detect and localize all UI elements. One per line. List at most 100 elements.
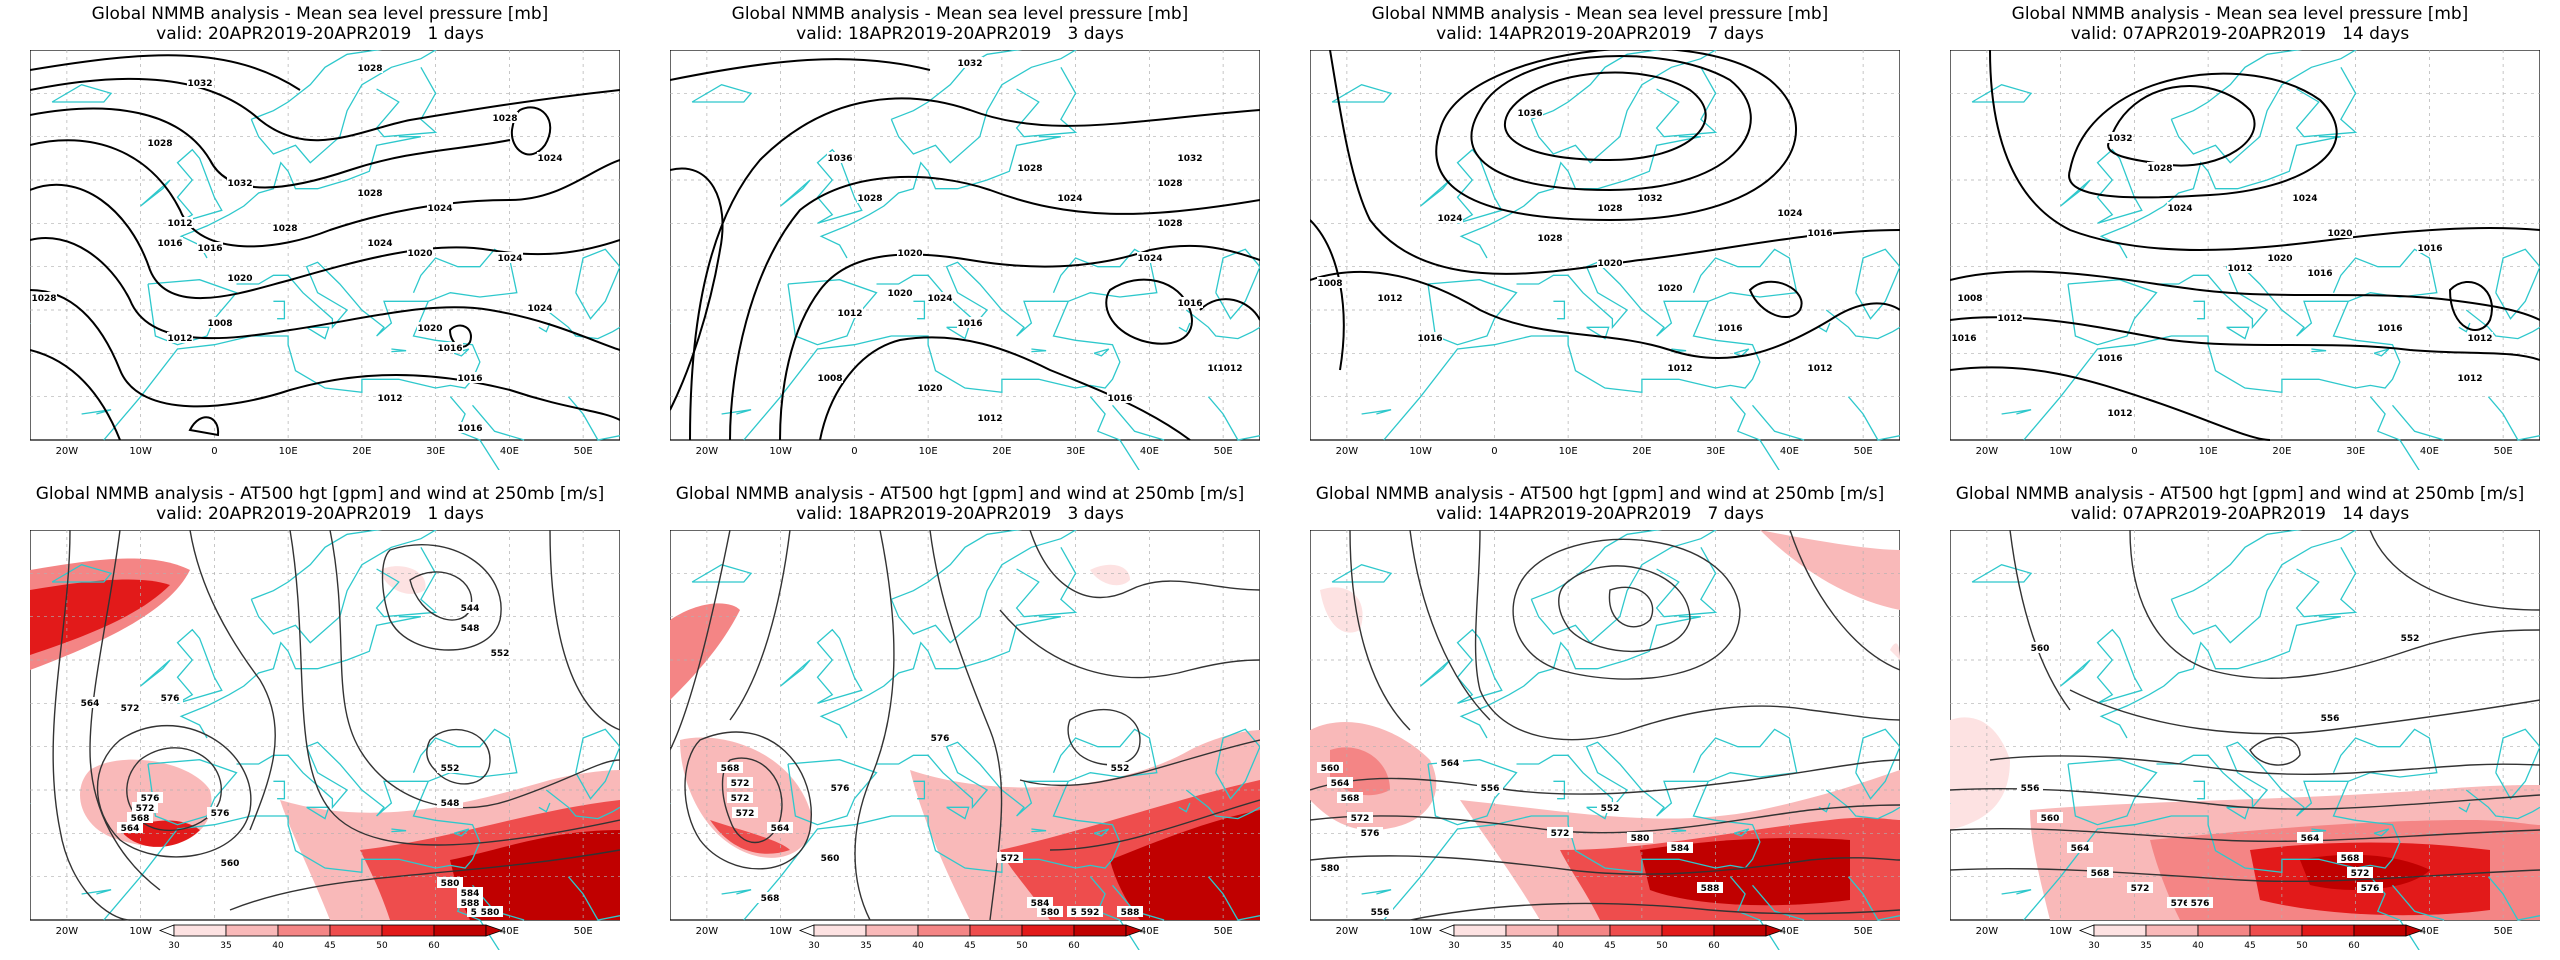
coastline [1530,50,1717,164]
contour-label: 560 [821,854,840,864]
lon-tick-label: 10E [919,446,938,457]
coastline [1733,348,1750,357]
contour-label-bg [167,217,193,228]
contour-label: 1012 [2227,264,2252,274]
contour-label-bg [1317,762,1343,773]
coastline [2311,828,2327,833]
contour-label-bg [2467,332,2493,343]
coastline [780,659,811,687]
contour-label: 568 [2091,869,2110,879]
coastline [545,789,620,820]
coastline [780,179,811,207]
coastline [575,728,620,800]
isobars [670,58,1260,441]
coastline [1015,546,1078,618]
wind-colorbar: 30 35 40 45 50 60 [158,924,504,951]
contour-label-bg [377,392,403,403]
colorbar-tick-label: 40 [1552,941,1564,951]
contour-label-bg [407,247,433,258]
contour-label: 1016 [957,319,982,329]
colorbar-tick-label: 35 [860,941,871,951]
colorbar-right-arrow [2405,924,2424,937]
lon-tick-label: 0 [851,446,857,457]
contour-label-bg [1027,897,1053,908]
contour-label-bg [457,602,483,613]
contour-label-bg [1597,202,1623,213]
height-contours [670,530,1260,921]
coastline [1752,404,1805,441]
map-z500-1day: 5445485525765725645525485765725685645765… [30,530,620,950]
map-frame [1310,50,1900,441]
contour-label-bg [2097,352,2123,363]
colorbar-tick-label: 35 [1500,941,1511,951]
lon-tick-label: 50E [1214,926,1233,937]
contour-label: 568 [761,894,780,904]
coastline [375,66,438,138]
lon-tick-label: 40E [1780,446,1799,457]
coastline [538,802,551,813]
contour-label-bg [1477,782,1503,793]
wind-colorbar: 30 35 40 45 50 60 [798,924,1144,951]
contour-label: 580 [1321,864,1340,874]
contour-label-bg [957,317,983,328]
coastline [2295,66,2358,138]
contour-label: 568 [1341,794,1360,804]
lon-tick-label: 20W [56,926,79,937]
contour-label-bg [2227,262,2253,273]
contour-label-bg [2087,867,2113,878]
colorbar-tick-label: 60 [1068,941,1080,951]
contour-label: 576 [831,784,850,794]
contour-label: 1012 [1807,364,1832,374]
coastline [2495,248,2540,320]
lon-tick-label: 10W [129,926,152,937]
contour-label: 1024 [427,204,452,214]
coastline [1855,248,1900,320]
contour-label: 576 [161,694,180,704]
contour-label: 564 [2071,844,2090,854]
contour-label-bg [1547,827,1573,838]
coastlines [670,530,1260,950]
contour-labels: 564 556 560 564 568 572 576 552 580 584 588 572 580 5… [1317,757,1723,918]
contour-label: 564 [81,699,100,709]
isobars [1950,50,2540,441]
contour-label: 1028 [1597,204,1622,214]
coastline [1112,404,1165,441]
contour-label-bg [157,237,183,248]
contour-label-bg [457,622,483,633]
coastline [306,326,330,340]
contour-label-bg [1357,827,1383,838]
contour-label-bg [1177,297,1203,308]
contour-label: 560 [2041,814,2060,824]
contour-label: 1012 [2107,409,2132,419]
coastline [1383,781,1761,921]
colorbar-tick-label: 60 [1708,941,1720,951]
contour-label-bg [1957,292,1983,303]
panel-z500-3day: Global NMMB analysis - AT500 hgt [gpm] a… [640,480,1280,960]
colorbar-tick-label: 30 [168,941,180,951]
contour-label: 1020 [2267,254,2292,264]
panel-mslp-14day: Global NMMB analysis - Mean sea level pr… [1920,0,2560,480]
contour-label: 552 [491,649,510,659]
contour-label-bg [2037,812,2063,823]
lon-tick-label: 50E [2494,446,2513,457]
coastline [538,322,551,333]
contour-label-bg [197,242,223,253]
contour-label: 1024 [537,154,562,164]
contour-label: 588 [1121,908,1140,918]
lon-tick-label: 20E [2272,446,2291,457]
panel-title: Global NMMB analysis - Mean sea level pr… [91,4,549,24]
coastline [890,50,1077,164]
colorbar-left-arrow [1438,924,1455,937]
lon-tick-label: 30E [1066,446,1085,457]
contour-label-bg [457,422,483,433]
contour-label: 1012 [1377,294,1402,304]
map-mslp-3day: 1032 1036 1028 1028 1032 1028 1024 1028 1020 1024… [670,50,1260,470]
contour-label-bg [837,307,863,318]
coastline [1586,326,1610,340]
coastline [1361,889,1392,895]
contour-label: 576 [2191,899,2210,909]
contour-label-bg [817,852,843,863]
contour-label: 1016 [457,424,482,434]
contour-label-bg [2327,227,2353,238]
panel-title: Global NMMB analysis - Mean sea level pr… [731,4,1189,24]
